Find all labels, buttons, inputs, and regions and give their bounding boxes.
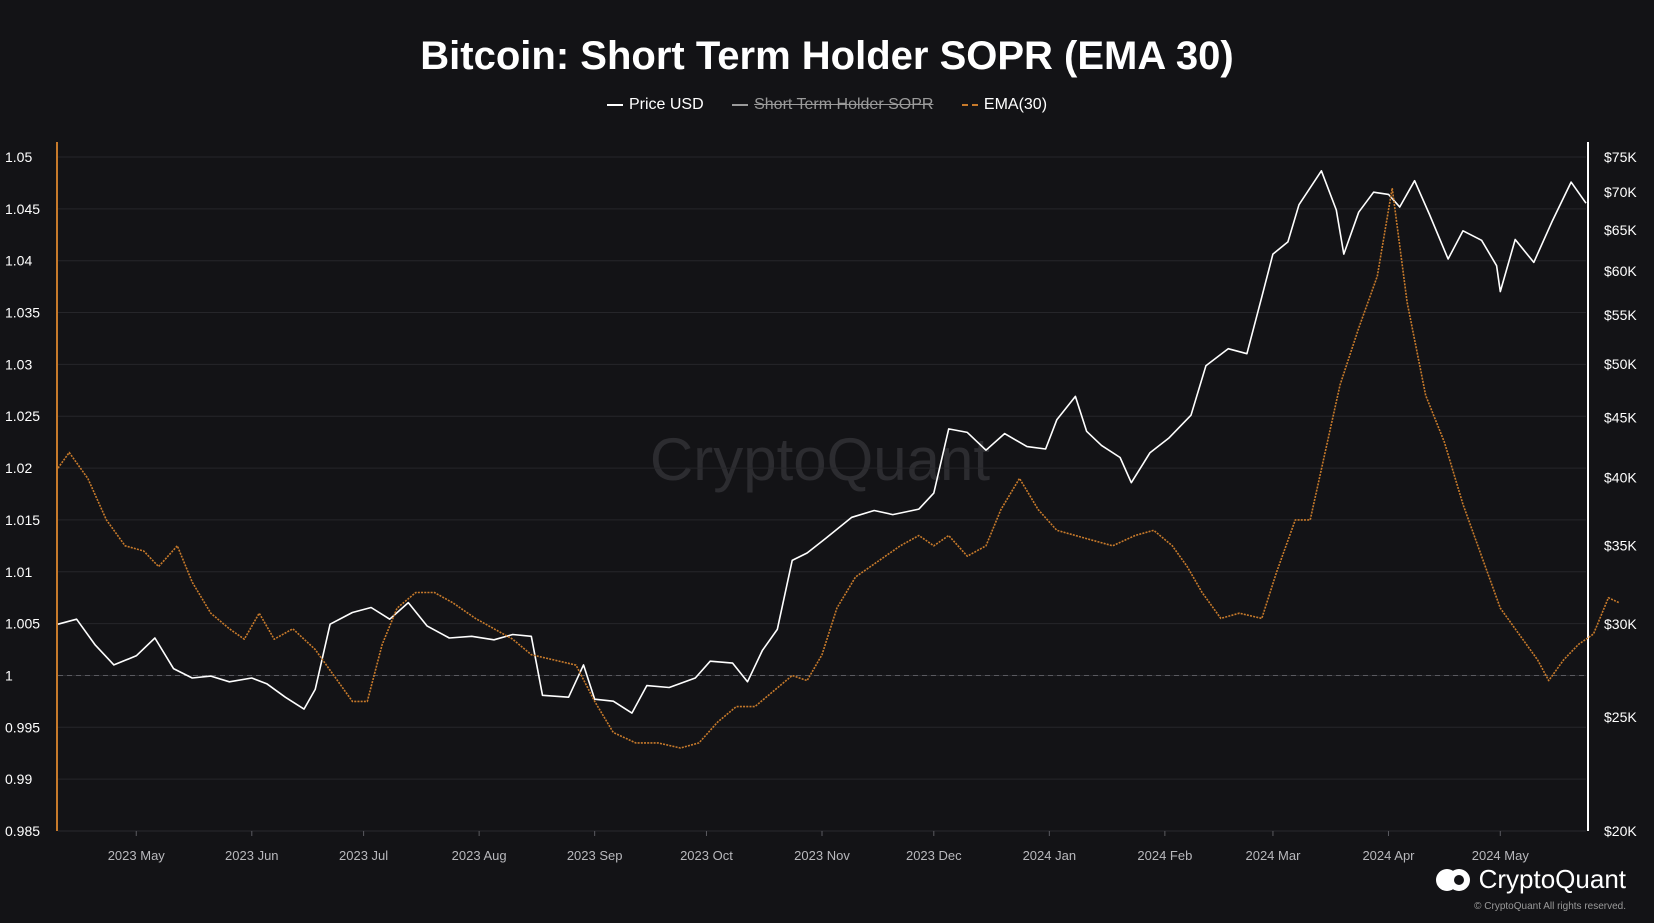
left-tick-label: 1.05 [5,149,32,165]
logo-text: CryptoQuant [1478,864,1626,894]
right-tick-label: $30K [1604,616,1637,632]
legend-item-price[interactable]: Price USD [606,96,704,114]
left-tick-label: 1.015 [5,512,40,528]
legend-label-sopr: Short Term Holder SOPR [754,96,934,113]
right-tick-label: $60K [1604,263,1637,279]
x-tick-label: 2024 Feb [1137,848,1192,863]
left-tick-label: 1.005 [5,616,40,632]
left-tick-label: 1.025 [5,408,40,424]
copyright: © CryptoQuant All rights reserved. [1474,901,1626,912]
x-tick-label: 2023 Sep [567,848,623,863]
right-tick-label: $40K [1604,470,1637,486]
x-tick-label: 2023 Dec [906,848,962,863]
legend-label-price: Price USD [628,96,704,113]
left-tick-label: 1.02 [5,460,32,476]
left-axis-ticks: 1.05 1.045 1.04 1.035 1.03 1.025 1.02 1.015 1.01… [5,149,40,839]
right-tick-label: $25K [1604,709,1637,725]
x-tick-label: 2023 Nov [794,848,850,863]
legend-label-ema: EMA(30) [983,96,1048,113]
left-tick-label: 1 [5,667,13,683]
x-tick-label: 2023 Jun [225,848,279,863]
left-tick-label: 1.035 [5,305,40,321]
ema30-line [57,187,1620,749]
left-tick-label: 1.04 [5,253,32,269]
x-tick-label: 2024 Mar [1245,848,1301,863]
legend-swatch-price [606,103,623,106]
logo-icon [1435,868,1470,891]
right-tick-label: $50K [1604,356,1637,372]
legend: Price USD Short Term Holder SOPR EMA(30) [0,96,1654,114]
x-tick-label: 2024 Jan [1023,848,1077,863]
left-tick-label: 1.03 [5,356,32,372]
left-tick-label: 1.01 [5,564,32,580]
right-tick-label: $45K [1604,409,1637,425]
x-tick-label: 2023 Jul [339,848,388,863]
watermark: CryptoQuant [650,426,990,493]
legend-item-sopr[interactable]: Short Term Holder SOPR [732,96,933,114]
series-layer [57,170,1620,749]
left-tick-label: 0.995 [5,719,40,735]
right-tick-label: $65K [1604,222,1637,238]
left-tick-label: 0.985 [5,823,40,839]
price-usd-line [57,170,1587,714]
cryptoquant-logo: CryptoQuant [1435,864,1626,895]
right-tick-label: $70K [1604,184,1637,200]
legend-swatch-sopr [732,103,749,106]
x-tick-label: 2023 Oct [680,848,733,863]
right-tick-label: $55K [1604,307,1637,323]
x-axis-ticks: 2023 May 2023 Jun 2023 Jul 2023 Aug 2023 Sep… [108,831,1530,863]
left-tick-label: 0.99 [5,771,32,787]
legend-item-ema[interactable]: EMA(30) [961,96,1048,114]
chart-title: Bitcoin: Short Term Holder SOPR (EMA 30) [420,34,1234,78]
legend-swatch-ema [961,103,978,106]
left-tick-label: 1.045 [5,201,40,217]
right-tick-label: $35K [1604,538,1637,554]
x-tick-label: 2024 May [1472,848,1530,863]
right-tick-label: $20K [1604,823,1637,839]
right-axis-ticks: $75K $70K $65K $60K $55K $50K $45K $40K $35K $30K… [1604,149,1637,839]
x-tick-label: 2023 May [108,848,166,863]
x-tick-label: 2023 Aug [452,848,507,863]
x-tick-label: 2024 Apr [1362,848,1415,863]
right-tick-label: $75K [1604,149,1637,165]
grid [58,156,1586,832]
